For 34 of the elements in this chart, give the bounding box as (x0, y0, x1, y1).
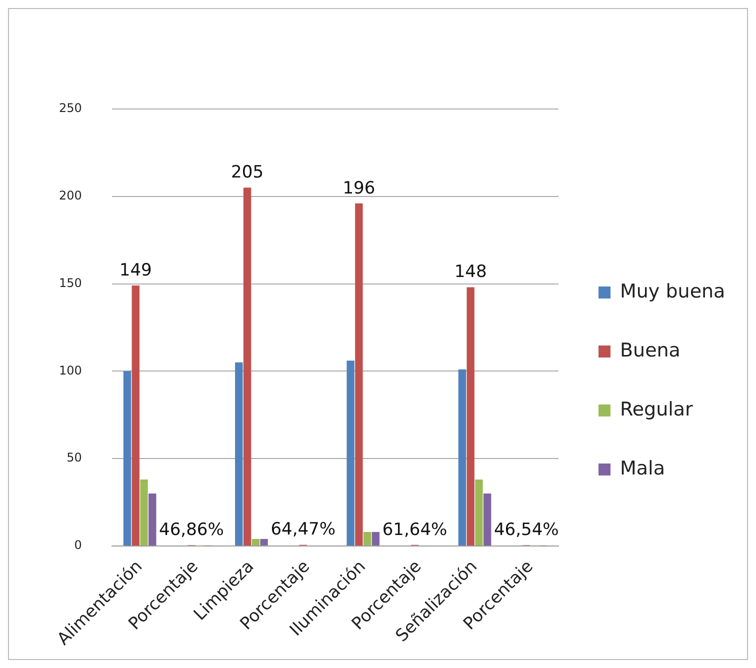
y-tick-label: 250 (59, 101, 82, 116)
bar (475, 480, 483, 546)
bar (252, 538, 260, 546)
y-tick-label: 0 (74, 538, 82, 552)
bar (363, 532, 372, 546)
bar (355, 203, 363, 546)
bar (260, 538, 268, 546)
legend-label: Regular (620, 398, 694, 420)
bar (148, 494, 156, 546)
data-label: 64,47% (270, 520, 336, 540)
data-label: 196 (342, 178, 376, 198)
y-tick-label: 50 (66, 450, 82, 465)
data-label: 205 (231, 162, 264, 183)
data-label: 61,64% (382, 520, 448, 540)
legend-label: Muy buena (620, 280, 726, 302)
y-tick-label: 150 (59, 276, 82, 290)
data-label: 149 (119, 260, 152, 280)
legend-label: Mala (620, 457, 665, 480)
bar (466, 287, 474, 546)
legend-label: Buena (620, 339, 680, 362)
bar (140, 480, 148, 546)
data-label: 148 (454, 262, 487, 282)
bar (483, 494, 492, 546)
bar (123, 371, 132, 546)
y-tick-label: 100 (59, 363, 82, 378)
bar (372, 532, 380, 546)
bar (132, 286, 140, 546)
bar (346, 360, 354, 546)
bar (235, 362, 243, 546)
data-label: 46,54% (494, 520, 559, 540)
bar (243, 188, 252, 546)
data-label: 46,86% (159, 520, 224, 540)
y-tick-label: 200 (59, 188, 82, 203)
bar (458, 369, 466, 546)
